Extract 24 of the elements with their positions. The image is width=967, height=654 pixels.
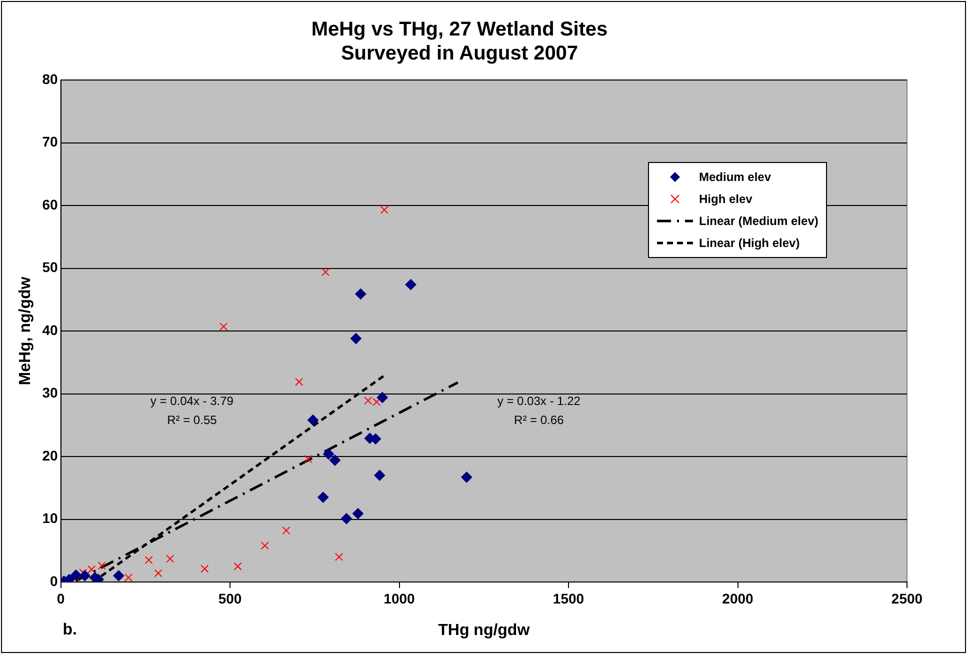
y-tick-label: 0	[50, 572, 58, 589]
annotation: y = 0.03x - 1.22 R² = 0.66	[497, 394, 581, 428]
x-axis-title: THg ng/gdw	[438, 622, 530, 639]
annotation: y = 0.04x - 3.79 R² = 0.55	[150, 394, 234, 428]
text: b.	[62, 621, 77, 638]
legend-label: Linear (Medium elev)	[699, 214, 818, 228]
y-tick-label: 20	[42, 447, 58, 464]
y-tick-label: 80	[42, 70, 58, 87]
y-tick-label: 60	[42, 196, 58, 212]
x-tick-label: 2000	[722, 590, 754, 606]
x-tick-label: 1500	[552, 590, 584, 606]
y-axis-title: MeHg, ng/gdw	[17, 276, 34, 386]
y-tick-label: 40	[42, 322, 58, 338]
legend-label: Medium elev	[699, 170, 772, 184]
x-tick-label: 500	[218, 590, 242, 606]
y-tick-label: 10	[42, 510, 58, 526]
y-tick-label: 50	[42, 259, 58, 276]
legend-label: Linear (High elev)	[699, 236, 800, 250]
y-tick-label: 70	[42, 134, 58, 150]
legend-label: High elev	[699, 192, 752, 206]
x-tick-label: 1000	[384, 590, 416, 606]
y-tick-label: 30	[42, 384, 58, 401]
x-tick-label: 2500	[891, 590, 923, 606]
chart-title: MeHg vs THg, 27 Wetland Sites Surveyed in August 2007	[311, 18, 608, 65]
